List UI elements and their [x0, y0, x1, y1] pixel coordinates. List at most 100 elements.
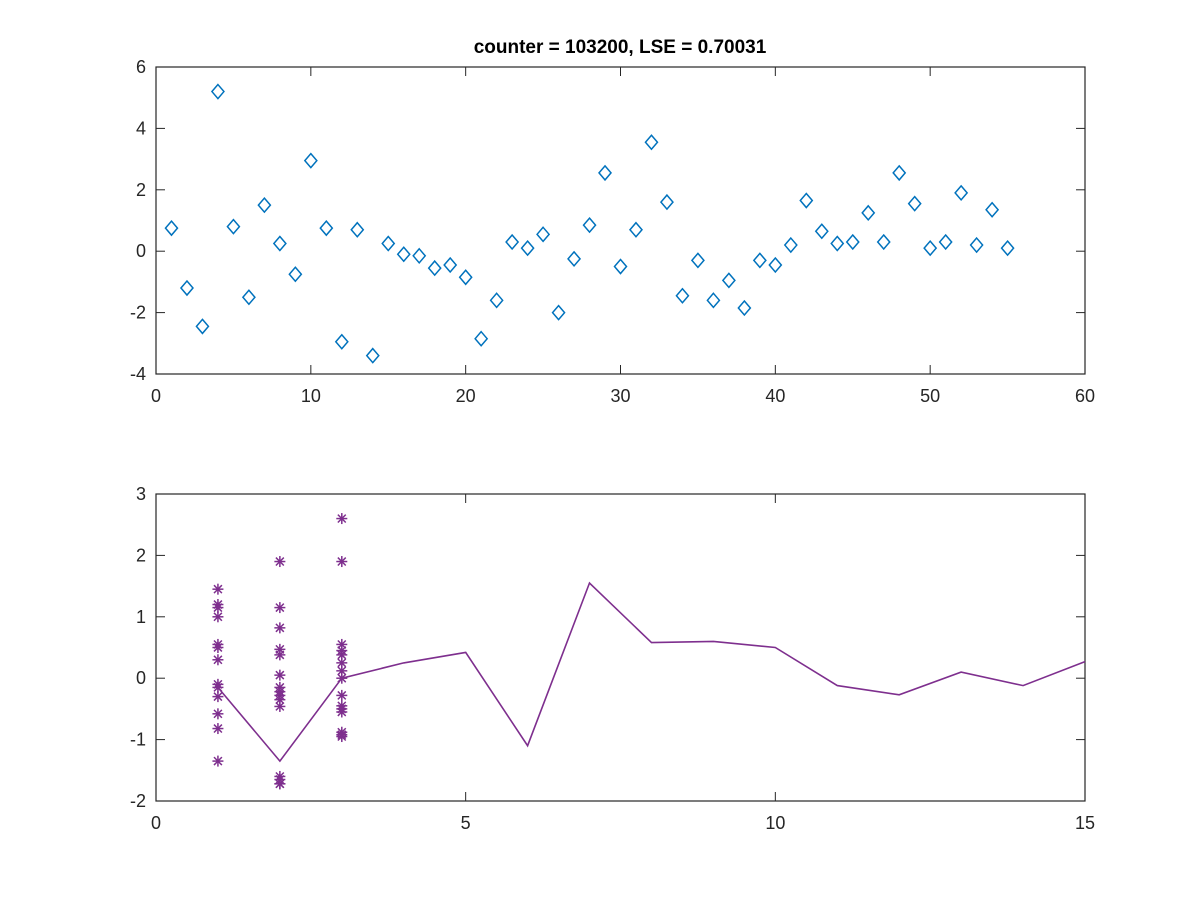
bottom-asterisk-point	[336, 649, 348, 661]
bottom-asterisk-point	[212, 602, 224, 614]
top-scatter-point	[923, 239, 938, 257]
top-scatter-point	[861, 204, 876, 221]
bottom-asterisk-point	[336, 689, 348, 701]
top-scatter-point	[582, 216, 597, 234]
bottom-asterisk-point	[274, 694, 286, 706]
top-scatter-point	[659, 193, 674, 211]
top-scatter-point	[210, 83, 225, 100]
top-scatter-point	[257, 196, 272, 214]
bottom-y-tick-label: 0	[136, 668, 146, 688]
top-scatter-point	[226, 218, 241, 235]
top-scatter-point	[458, 269, 473, 286]
top-scatter-point	[892, 164, 907, 182]
top-scatter-point	[613, 258, 628, 275]
top-scatter-point	[303, 152, 318, 169]
top-x-tick-label: 20	[456, 386, 476, 406]
top-scatter-point	[551, 304, 566, 321]
top-scatter-point	[365, 347, 380, 364]
bottom-asterisk-point	[212, 755, 224, 767]
bottom-asterisk-point	[212, 654, 224, 666]
bottom-asterisk-point	[212, 642, 224, 653]
bottom-axes-ticks: 0 5 10 15 -2 -1 0 1 2 3	[130, 484, 1095, 833]
top-scatter-point	[319, 220, 334, 237]
top-scatter-point	[489, 292, 504, 309]
top-x-tick-label: 0	[151, 386, 161, 406]
top-scatter-point	[536, 226, 551, 243]
bottom-series-line	[217, 581, 1086, 763]
bottom-asterisk-point	[274, 778, 286, 790]
top-y-tick-label: 4	[136, 118, 146, 138]
top-y-tick-label: 6	[136, 57, 146, 77]
bottom-asterisk-point	[274, 622, 286, 634]
top-scatter-point	[768, 256, 783, 274]
bottom-y-tick-label: 2	[136, 545, 146, 565]
bottom-asterisk-point	[336, 556, 348, 568]
top-scatter-point	[396, 246, 411, 263]
top-scatter-point	[505, 233, 520, 251]
top-axes-ticks: 0 10 20 30 40 50 60 -4 -2 0 2 4 6	[130, 57, 1095, 406]
top-scatter-point	[179, 279, 194, 297]
top-scatter-point	[845, 233, 860, 251]
top-y-tick-label: -2	[130, 303, 146, 323]
bottom-asterisk-point	[212, 583, 224, 595]
bottom-asterisk-point	[336, 513, 348, 525]
top-scatter-point	[985, 201, 1000, 218]
top-scatter-point	[288, 266, 303, 283]
bottom-asterisk-point	[336, 665, 348, 677]
bottom-asterisk-point	[212, 708, 224, 720]
top-scatter-point	[644, 134, 659, 151]
bottom-asterisk-point	[336, 706, 348, 718]
bottom-asterisk-point	[212, 611, 224, 623]
top-scatter-axes: counter = 103200, LSE = 0.70031 0 10 20 30 4…	[130, 37, 1095, 406]
top-scatter-point	[876, 233, 891, 251]
bottom-asterisk-point	[212, 723, 224, 735]
top-scatter-point	[427, 259, 442, 277]
top-scatter-point	[195, 318, 210, 335]
top-scatter-point	[164, 220, 179, 237]
top-scatter-point	[520, 239, 535, 257]
top-scatter-point	[567, 250, 582, 268]
top-scatter-point	[721, 272, 736, 289]
top-axes-frame	[155, 66, 1086, 375]
bottom-axes-frame	[155, 493, 1086, 802]
top-scatter-point	[241, 289, 256, 306]
top-scatter-point	[954, 184, 969, 202]
top-chart-title: counter = 103200, LSE = 0.70031	[474, 37, 767, 58]
bottom-y-tick-label: -1	[130, 730, 146, 750]
bottom-y-tick-label: -2	[130, 791, 146, 811]
top-x-tick-label: 50	[920, 386, 940, 406]
bottom-asterisk-point	[336, 731, 348, 743]
top-scatter-point	[690, 252, 705, 269]
top-scatter-point	[350, 221, 365, 238]
bottom-x-tick-label: 10	[765, 813, 785, 833]
top-scatter-point	[272, 235, 287, 252]
top-scatter-point	[443, 256, 458, 274]
top-y-tick-label: 2	[136, 180, 146, 200]
top-x-tick-label: 30	[610, 386, 630, 406]
top-scatter-point	[783, 236, 798, 254]
bottom-x-tick-label: 5	[461, 813, 471, 833]
bottom-asterisk-point	[212, 691, 224, 703]
top-scatter-point	[474, 330, 489, 347]
top-scatter-point	[907, 195, 922, 212]
bottom-asterisk-point	[274, 669, 286, 681]
top-x-tick-label: 10	[301, 386, 321, 406]
bottom-asterisk-point	[274, 649, 286, 661]
top-scatter-point	[334, 333, 349, 350]
top-scatter-point	[412, 247, 427, 264]
bottom-asterisk-point	[274, 556, 286, 568]
top-scatter-point	[381, 235, 396, 252]
bottom-x-tick-label: 0	[151, 813, 161, 833]
bottom-y-tick-label: 1	[136, 607, 146, 627]
top-scatter-point	[628, 221, 643, 238]
top-scatter-point	[737, 299, 752, 317]
bottom-plot-marks	[212, 513, 1086, 790]
top-scatter-point	[814, 223, 829, 240]
bottom-asterisk-point	[274, 700, 286, 712]
top-scatter-point	[830, 235, 845, 252]
top-scatter-point	[969, 236, 984, 254]
top-scatter-point	[799, 192, 814, 209]
bottom-plot-axes: 0 5 10 15 -2 -1 0 1 2 3	[130, 484, 1095, 833]
bottom-y-tick-label: 3	[136, 484, 146, 504]
